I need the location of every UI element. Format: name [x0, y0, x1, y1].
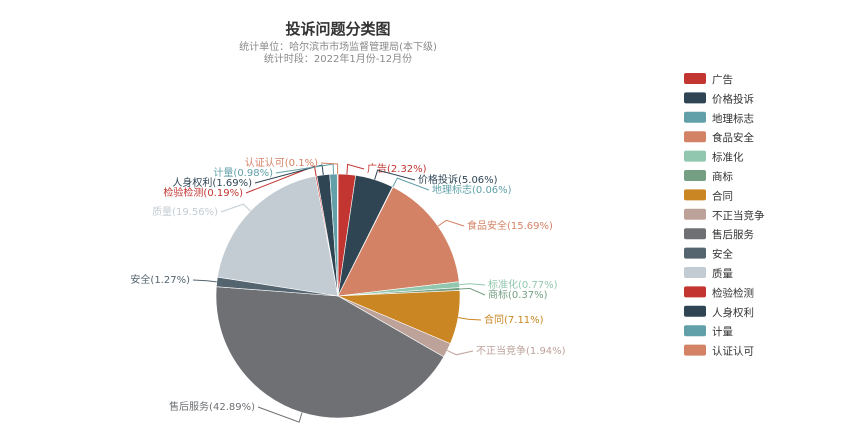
- slice-9-leader-line: [192, 279, 217, 283]
- legend-swatch-10: [684, 267, 706, 278]
- pie-labels: 广告(2.32%)价格投诉(5.06%)地理标志(0.06%) 食品安全(15.6…: [130, 156, 566, 423]
- slice-0-label: 广告(2.32%): [367, 162, 427, 175]
- chart-title: 投诉问题分类图: [285, 20, 390, 38]
- legend-item-9[interactable]: 安全: [684, 247, 733, 261]
- legend-swatch-7: [684, 208, 706, 220]
- slice-14-label: 认证认可(0.1%): [245, 156, 318, 169]
- legend-item-7[interactable]: 不正当竞争: [684, 208, 765, 222]
- slice-3-wedge[interactable]: [337, 186, 460, 297]
- slice-4-leader-line: [459, 283, 486, 286]
- legend-item-4[interactable]: 标准化: [684, 150, 744, 164]
- legend-item-11[interactable]: 检验检测: [684, 286, 754, 299]
- slice-13-label: 计量(0.98%): [213, 166, 273, 179]
- legend-label-7: 不正当竞争: [712, 209, 765, 222]
- legend-swatch-6: [684, 189, 706, 201]
- slice-0-leader-line: [346, 163, 365, 175]
- legend-label-13: 计量: [712, 325, 733, 338]
- legend-item-2[interactable]: 地理标志: [684, 111, 754, 125]
- slice-10-wedge[interactable]: [217, 175, 339, 297]
- legend-label-6: 合同: [712, 189, 733, 202]
- slice-2-label: 地理标志(0.06%): [432, 183, 512, 196]
- pie-slices: [215, 173, 461, 419]
- legend-label-4: 标准化: [712, 151, 744, 164]
- legend-item-3[interactable]: 食品安全: [684, 131, 754, 144]
- slice-1-label: 价格投诉(5.06%): [418, 173, 498, 186]
- legend-item-13[interactable]: 计量: [684, 325, 733, 338]
- legend-swatch-2: [684, 111, 706, 123]
- legend-swatch-1: [684, 92, 706, 104]
- legend-swatch-0: [684, 73, 706, 84]
- slice-4-label: 标准化(0.77%): [488, 278, 558, 291]
- legend-item-14[interactable]: 认证认可: [684, 344, 754, 358]
- legend-item-12[interactable]: 人身权利: [684, 305, 754, 319]
- legend-item-10[interactable]: 质量: [684, 267, 733, 280]
- legend-swatch-4: [684, 150, 706, 162]
- slice-7-label: 不正当竞争(1.94%): [476, 344, 566, 357]
- legend-label-5: 商标: [712, 170, 733, 183]
- slice-2-leader-line: [392, 177, 430, 191]
- legend-label-8: 售后服务: [712, 228, 754, 241]
- legend-swatch-5: [684, 170, 706, 181]
- legend-label-1: 价格投诉: [712, 92, 754, 105]
- legend-swatch-8: [684, 228, 706, 240]
- slice-6-label: 合同(7.11%): [484, 313, 544, 326]
- slice-14-leader-line: [320, 162, 339, 174]
- legend-item-8[interactable]: 售后服务: [684, 228, 754, 241]
- legend-label-14: 认证认可: [712, 345, 754, 358]
- legend-swatch-12: [684, 305, 706, 317]
- legend-label-10: 质量: [712, 268, 733, 280]
- legend-swatch-3: [684, 131, 706, 143]
- slice-6-leader-line: [458, 317, 482, 321]
- slice-3-leader-line: [437, 219, 465, 227]
- legend: 广告价格投诉地理标志食品安全标准化商标合同不正当竞争售后服务安全质量检验检测人身…: [684, 73, 765, 358]
- chart-subtitle-line-2: 统计时段：2022年1月份-12月份: [264, 52, 412, 65]
- slice-7-leader-line: [446, 349, 474, 356]
- slice-8-label: 售后服务(42.89%): [169, 400, 255, 413]
- legend-label-9: 安全: [712, 248, 733, 261]
- slice-8-leader-line: [257, 406, 303, 423]
- slice-5-leader-line: [459, 287, 486, 296]
- legend-label-12: 人身权利: [712, 306, 754, 319]
- legend-swatch-11: [684, 286, 706, 298]
- legend-label-3: 食品安全: [712, 131, 754, 144]
- slice-11-leader-line: [245, 165, 317, 194]
- legend-label-11: 检验检测: [712, 286, 754, 299]
- legend-item-6[interactable]: 合同: [684, 189, 733, 202]
- slice-10-label: 质量(19.56%): [152, 206, 218, 218]
- legend-item-0[interactable]: 广告: [684, 73, 733, 86]
- legend-swatch-9: [684, 247, 706, 259]
- slice-5-label: 商标(0.37%): [488, 288, 548, 301]
- slice-8-wedge[interactable]: [215, 286, 445, 419]
- slice-10-leader-line: [220, 203, 251, 213]
- legend-swatch-13: [684, 325, 706, 337]
- slice-12-leader-line: [254, 164, 324, 184]
- chart-subtitle-line-1: 统计单位：哈尔滨市市场监督管理局(本下级): [239, 40, 437, 53]
- legend-item-1[interactable]: 价格投诉: [684, 92, 754, 105]
- legend-swatch-14: [684, 344, 706, 356]
- legend-item-5[interactable]: 商标: [684, 170, 733, 183]
- legend-label-0: 广告: [712, 73, 733, 86]
- slice-9-label: 安全(1.27%): [130, 273, 190, 286]
- slice-11-label: 检验检测(0.19%): [163, 186, 243, 199]
- slice-1-leader-line: [374, 169, 416, 181]
- legend-label-2: 地理标志: [712, 112, 754, 125]
- slice-12-label: 人身权利(1.69%): [172, 176, 252, 189]
- slice-3-label: 食品安全(15.69%): [467, 219, 553, 232]
